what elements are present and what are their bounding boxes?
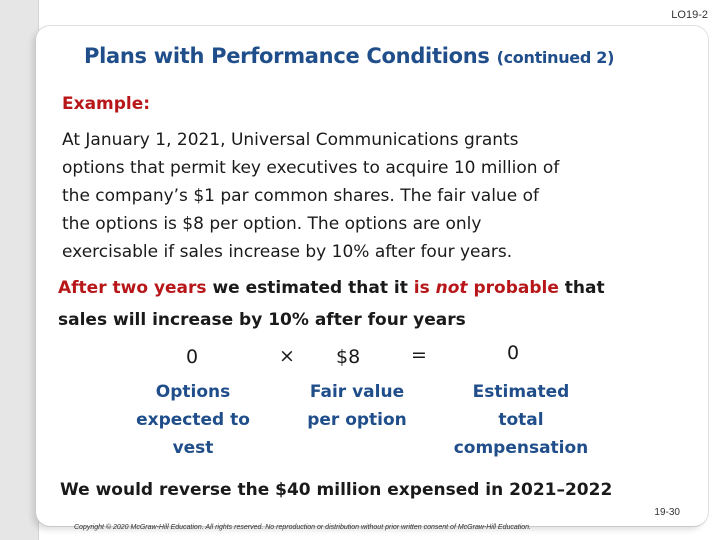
options-expected-label: Options expected to vest xyxy=(136,382,250,458)
multiply-operator: × xyxy=(279,345,295,367)
probability-line-2: sales will increase by 10% after four ye… xyxy=(58,310,466,330)
example-label: Example: xyxy=(62,94,151,114)
options-expected-value: 0 xyxy=(186,346,199,368)
slide-title-suffix: (continued 2) xyxy=(496,48,615,67)
example-paragraph: At January 1, 2021, Universal Communicat… xyxy=(62,126,702,266)
example-line: At January 1, 2021, Universal Communicat… xyxy=(62,130,519,150)
example-line: the company’s $1 par common shares. The … xyxy=(62,186,539,206)
example-line: the options is $8 per option. The option… xyxy=(62,214,482,234)
slide-panel xyxy=(36,26,708,526)
emphasis-not: not xyxy=(435,278,468,298)
fair-value-amount: $8 xyxy=(336,346,361,368)
slide-title-main: Plans with Performance Conditions xyxy=(84,44,490,68)
example-line: options that permit key executives to ac… xyxy=(62,158,560,178)
page-number: 19-30 xyxy=(654,507,680,518)
estimated-total-value: 0 xyxy=(507,342,520,364)
learning-objective-code: LO19-2 xyxy=(671,9,708,21)
probability-statement: After two years we estimated that it is … xyxy=(58,272,708,336)
left-decorative-bar xyxy=(0,0,39,540)
example-line: exercisable if sales increase by 10% aft… xyxy=(62,242,513,262)
copyright-notice: Copyright © 2020 McGraw-Hill Education. … xyxy=(74,524,531,531)
slide-title: Plans with Performance Conditions (conti… xyxy=(84,44,614,68)
fair-value-label: Fair value per option xyxy=(307,382,407,430)
equals-operator: = xyxy=(411,344,427,366)
emphasis-after-two-years: After two years xyxy=(58,278,207,298)
conclusion-statement: We would reverse the $40 million expense… xyxy=(60,480,613,500)
estimated-total-label: Estimated total compensation xyxy=(453,382,589,458)
probability-line-1: After two years we estimated that it is … xyxy=(58,278,605,298)
